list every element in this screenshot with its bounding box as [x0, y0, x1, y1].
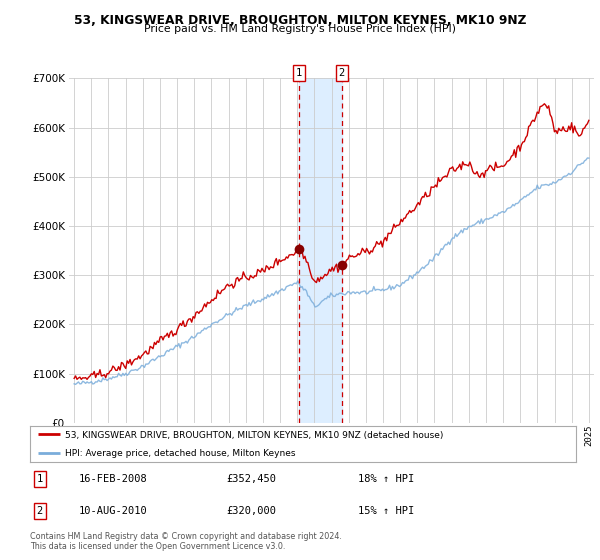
Text: 2: 2 — [37, 506, 43, 516]
Text: 15% ↑ HPI: 15% ↑ HPI — [358, 506, 414, 516]
Text: 1: 1 — [37, 474, 43, 484]
Text: £352,450: £352,450 — [227, 474, 277, 484]
Text: HPI: Average price, detached house, Milton Keynes: HPI: Average price, detached house, Milt… — [65, 449, 296, 458]
Text: 53, KINGSWEAR DRIVE, BROUGHTON, MILTON KEYNES, MK10 9NZ: 53, KINGSWEAR DRIVE, BROUGHTON, MILTON K… — [74, 14, 526, 27]
Text: 2: 2 — [338, 68, 345, 78]
Text: 18% ↑ HPI: 18% ↑ HPI — [358, 474, 414, 484]
Text: £320,000: £320,000 — [227, 506, 277, 516]
Text: Contains HM Land Registry data © Crown copyright and database right 2024.
This d: Contains HM Land Registry data © Crown c… — [30, 532, 342, 552]
Text: Price paid vs. HM Land Registry's House Price Index (HPI): Price paid vs. HM Land Registry's House … — [144, 24, 456, 34]
Text: 16-FEB-2008: 16-FEB-2008 — [79, 474, 148, 484]
Bar — [299, 78, 342, 423]
Text: 1: 1 — [296, 68, 302, 78]
Text: 53, KINGSWEAR DRIVE, BROUGHTON, MILTON KEYNES, MK10 9NZ (detached house): 53, KINGSWEAR DRIVE, BROUGHTON, MILTON K… — [65, 431, 444, 440]
Text: 10-AUG-2010: 10-AUG-2010 — [79, 506, 148, 516]
